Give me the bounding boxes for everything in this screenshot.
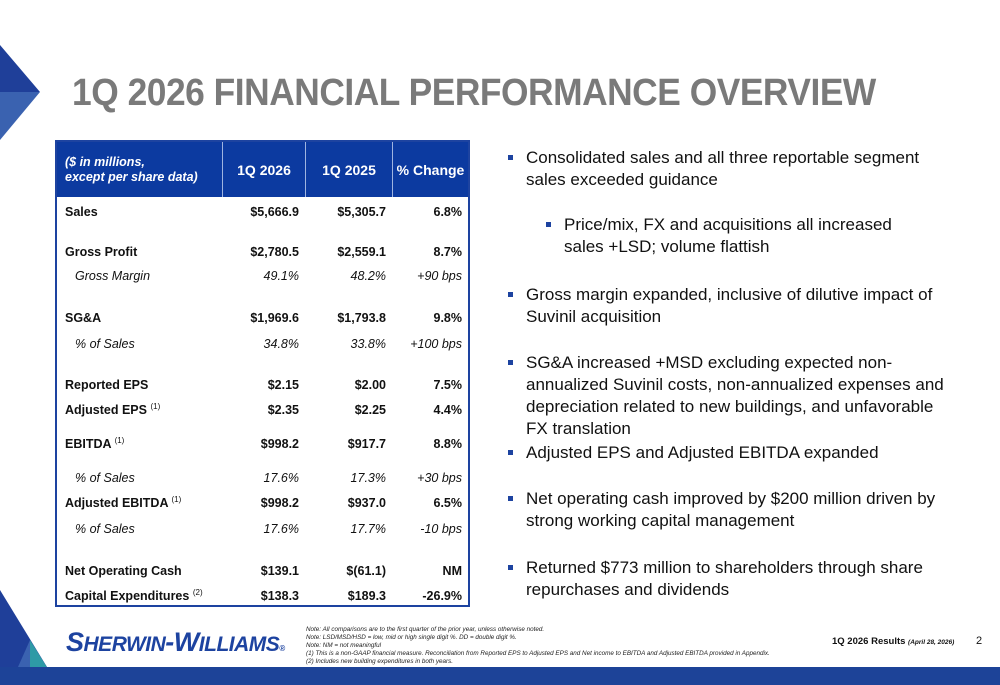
bullet-square-icon bbox=[508, 292, 513, 297]
row-label: EBITDA (1) bbox=[65, 436, 125, 452]
row-label: Net Operating Cash bbox=[65, 564, 182, 579]
value-change: 9.8% bbox=[433, 311, 463, 325]
value-1q2025: 48.2% bbox=[350, 269, 386, 283]
row-label: % of Sales bbox=[75, 471, 135, 486]
value-1q2026: $2,780.5 bbox=[250, 245, 299, 259]
bullet-item: Returned $773 million to shareholders th… bbox=[508, 557, 948, 601]
table-header: ($ in millions, except per share data) 1Q… bbox=[57, 142, 468, 197]
value-change: -10 bps bbox=[420, 522, 462, 536]
bullet-square-icon bbox=[508, 450, 513, 455]
footnote: Note: NM = not meaningful bbox=[306, 642, 382, 649]
value-1q2025: $5,305.7 bbox=[337, 205, 386, 219]
value-change: NM bbox=[442, 564, 462, 578]
value-change: 8.8% bbox=[433, 437, 463, 451]
bullet-square-icon bbox=[508, 565, 513, 570]
value-change: +100 bps bbox=[410, 337, 462, 351]
value-1q2026: 17.6% bbox=[263, 471, 299, 485]
value-1q2026: $2.15 bbox=[267, 378, 299, 392]
value-1q2026: $1,969.6 bbox=[250, 311, 299, 325]
footnote: (1) This is a non-GAAP financial measure… bbox=[306, 650, 770, 657]
row-label: Sales bbox=[65, 205, 98, 220]
row-label: Gross Profit bbox=[65, 245, 138, 260]
bullet-item: Consolidated sales and all three reporta… bbox=[508, 147, 948, 191]
header-units: ($ in millions, except per share data) bbox=[65, 154, 198, 184]
value-1q2025: $1,793.8 bbox=[337, 311, 386, 325]
value-change: 4.4% bbox=[433, 403, 463, 417]
table-row: Reported EPS $2.15 $2.00 7.5% bbox=[57, 375, 468, 395]
value-1q2025: $937.0 bbox=[347, 496, 386, 510]
row-label: Adjusted EPS (1) bbox=[65, 402, 161, 418]
table-row: EBITDA (1) $998.2 $917.7 8.8% bbox=[57, 434, 468, 454]
row-label: Reported EPS bbox=[65, 378, 149, 393]
bullet-item: Adjusted EPS and Adjusted EBITDA expande… bbox=[508, 442, 948, 464]
table-row: Sales $5,666.9 $5,305.7 6.8% bbox=[57, 202, 468, 222]
bullet-item: Price/mix, FX and acquisitions all incre… bbox=[546, 214, 926, 258]
row-label: % of Sales bbox=[75, 522, 135, 537]
value-1q2026: $139.1 bbox=[260, 564, 299, 578]
bullet-square-icon bbox=[546, 222, 551, 227]
financial-table: ($ in millions, except per share data) 1Q… bbox=[55, 140, 470, 607]
value-1q2025: 17.3% bbox=[350, 471, 386, 485]
value-1q2025: $2,559.1 bbox=[337, 245, 386, 259]
row-label: Adjusted EBITDA (1) bbox=[65, 495, 182, 511]
page-title: 1Q 2026 FINANCIAL PERFORMANCE OVERVIEW bbox=[72, 72, 876, 114]
footer-label: 1Q 2026 Results (April 28, 2026) bbox=[832, 636, 955, 647]
footer-bar bbox=[0, 667, 1000, 685]
value-1q2026: $998.2 bbox=[260, 496, 299, 510]
value-1q2026: $2.35 bbox=[267, 403, 299, 417]
value-1q2025: $(61.1) bbox=[346, 564, 386, 578]
table-row: Net Operating Cash $139.1 $(61.1) NM bbox=[57, 561, 468, 581]
table-row: SG&A $1,969.6 $1,793.8 9.8% bbox=[57, 308, 468, 328]
table-row: % of Sales 17.6% 17.3% +30 bps bbox=[57, 468, 468, 488]
footnote: (2) Includes new building expenditures i… bbox=[306, 658, 454, 665]
value-change: -26.9% bbox=[422, 589, 462, 603]
value-change: 6.8% bbox=[433, 205, 463, 219]
value-1q2025: $2.00 bbox=[354, 378, 386, 392]
bullet-square-icon bbox=[508, 496, 513, 501]
value-1q2025: 33.8% bbox=[350, 337, 386, 351]
value-1q2025: $917.7 bbox=[347, 437, 386, 451]
value-1q2026: 49.1% bbox=[263, 269, 299, 283]
value-1q2025: $189.3 bbox=[347, 589, 386, 603]
table-row: Gross Margin 49.1% 48.2% +90 bps bbox=[57, 266, 468, 286]
value-change: +90 bps bbox=[417, 269, 462, 283]
footnote: Note: All comparisons are to the first q… bbox=[306, 626, 545, 633]
footnote: Note: LSD/MSD/HSD = low, mid or high sin… bbox=[306, 634, 517, 641]
row-label: SG&A bbox=[65, 311, 102, 326]
row-label: Capital Expenditures (2) bbox=[65, 588, 203, 604]
header-1q2026: 1Q 2026 bbox=[222, 142, 305, 197]
value-change: 6.5% bbox=[433, 496, 463, 510]
header-1q2025: 1Q 2025 bbox=[305, 142, 392, 197]
value-change: 7.5% bbox=[433, 378, 463, 392]
row-label: Gross Margin bbox=[75, 269, 151, 284]
bullet-item: Gross margin expanded, inclusive of dilu… bbox=[508, 284, 948, 328]
value-change: +30 bps bbox=[417, 471, 462, 485]
table-row: Adjusted EPS (1) $2.35 $2.25 4.4% bbox=[57, 400, 468, 420]
value-1q2026: $5,666.9 bbox=[250, 205, 299, 219]
value-1q2025: 17.7% bbox=[350, 522, 386, 536]
header-change: % Change bbox=[392, 142, 468, 197]
value-1q2026: 34.8% bbox=[263, 337, 299, 351]
row-label: % of Sales bbox=[75, 337, 135, 352]
sherwin-williams-logo: SHERWIN-WILLIAMS® bbox=[66, 627, 285, 657]
bullet-square-icon bbox=[508, 155, 513, 160]
value-1q2026: 17.6% bbox=[263, 522, 299, 536]
value-1q2025: $2.25 bbox=[354, 403, 386, 417]
bullet-item: SG&A increased +MSD excluding expected n… bbox=[508, 352, 948, 440]
bullet-item: Net operating cash improved by $200 mill… bbox=[508, 488, 948, 532]
page-number: 2 bbox=[976, 635, 983, 647]
value-1q2026: $998.2 bbox=[260, 437, 299, 451]
footnotes: Note: All comparisons are to the first q… bbox=[306, 626, 770, 666]
table-row: % of Sales 34.8% 33.8% +100 bps bbox=[57, 334, 468, 354]
value-change: 8.7% bbox=[433, 245, 463, 259]
table-row: Capital Expenditures (2) $138.3 $189.3 -26.… bbox=[57, 586, 468, 606]
value-1q2026: $138.3 bbox=[260, 589, 299, 603]
table-row: Adjusted EBITDA (1) $998.2 $937.0 6.5% bbox=[57, 493, 468, 513]
table-row: Gross Profit $2,780.5 $2,559.1 8.7% bbox=[57, 242, 468, 262]
table-row: % of Sales 17.6% 17.7% -10 bps bbox=[57, 519, 468, 539]
bullet-square-icon bbox=[508, 360, 513, 365]
